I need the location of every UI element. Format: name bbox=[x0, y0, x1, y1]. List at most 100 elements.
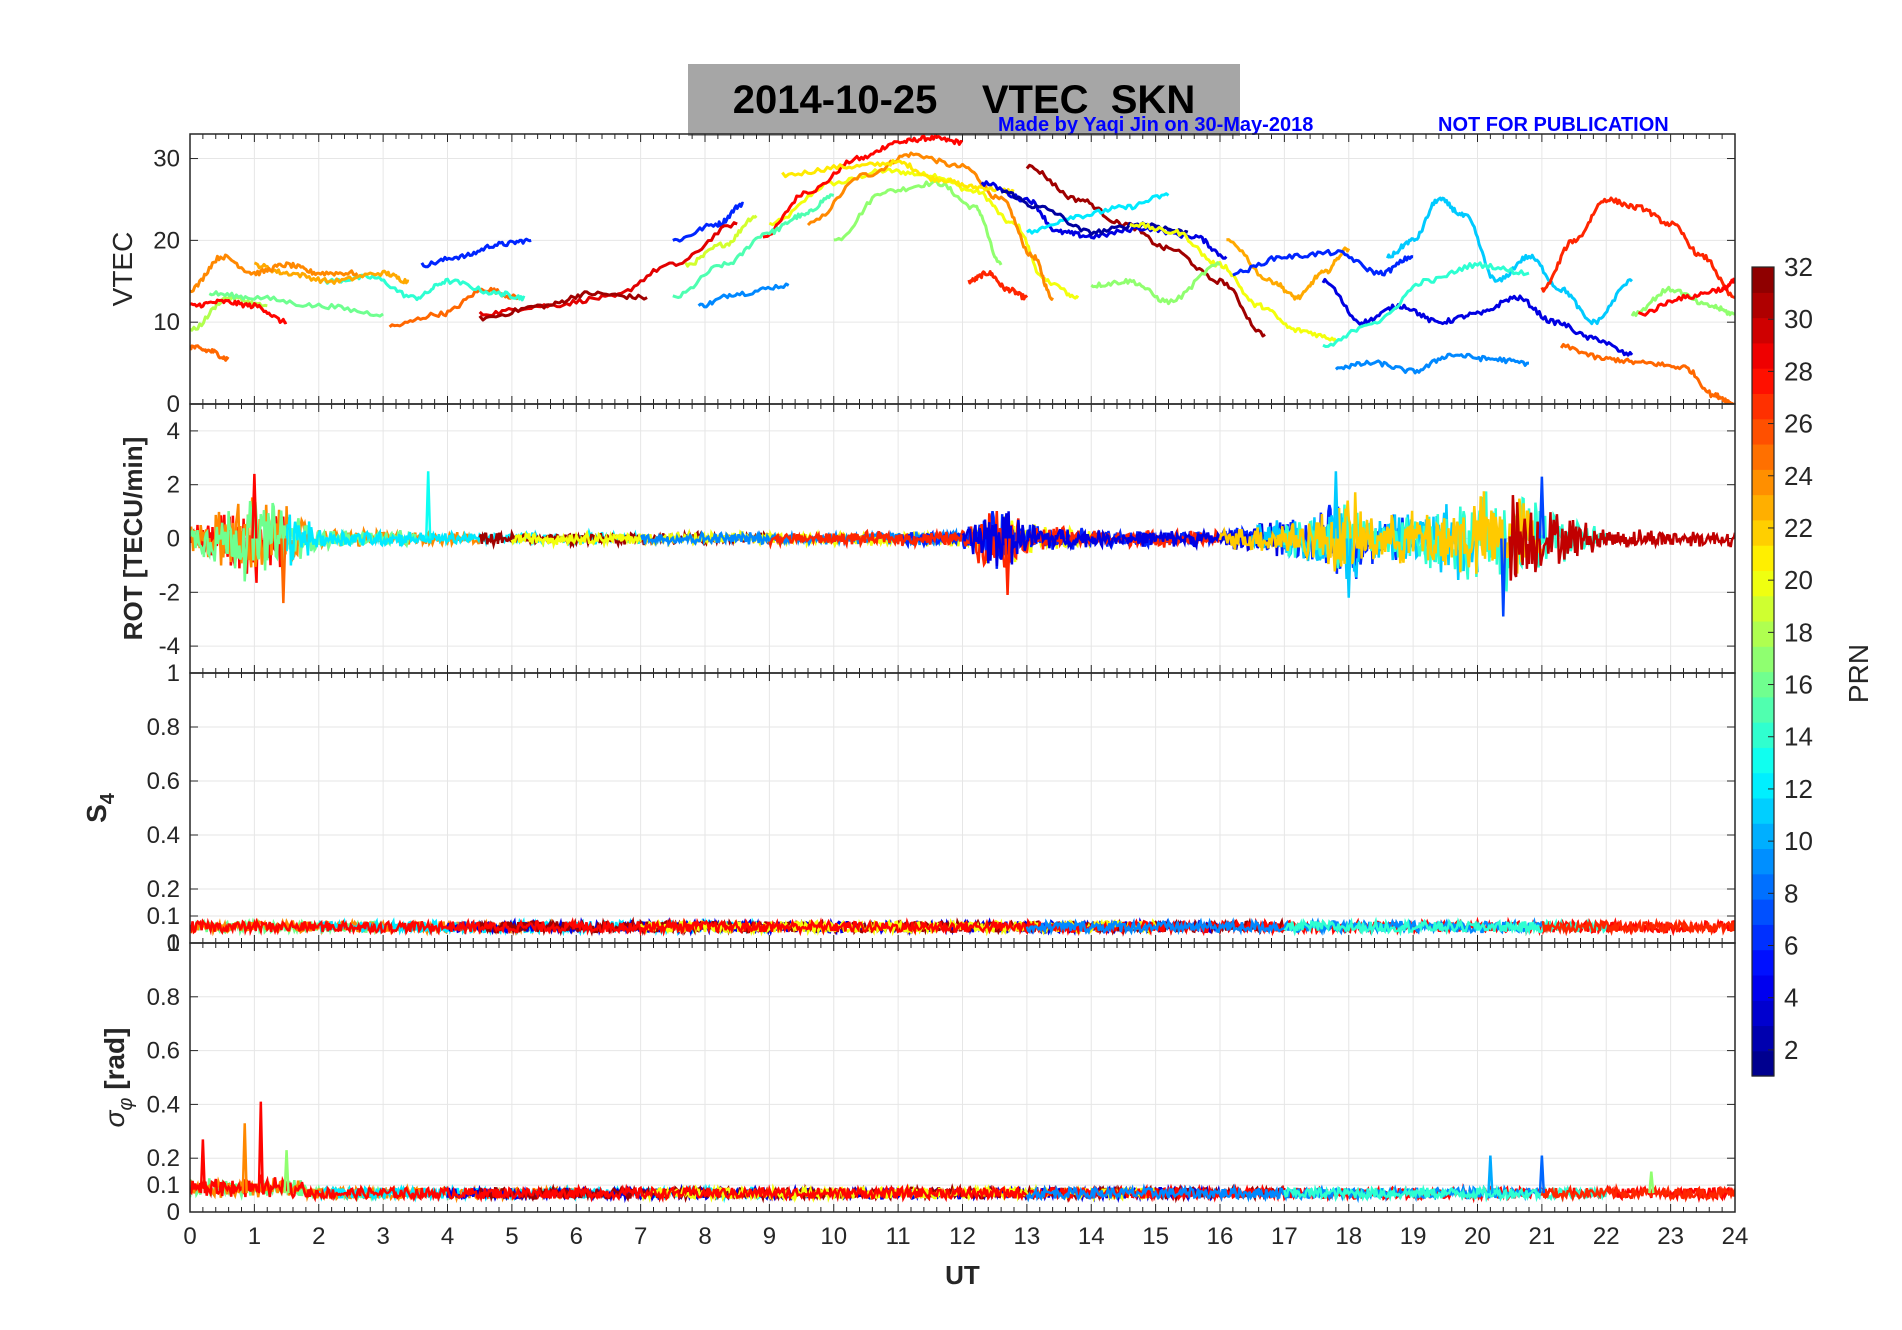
colorbar-tick-label: 4 bbox=[1784, 983, 1798, 1013]
vtec-series-prn-31 bbox=[1025, 163, 1266, 338]
y-tick-label: 20 bbox=[153, 227, 180, 254]
vtec-series-prn-6 bbox=[672, 201, 744, 243]
y-axis-label: VTEC bbox=[107, 232, 138, 307]
sigma-phi-series-prn-27 bbox=[1540, 1183, 1735, 1203]
colorbar-tick-label: 26 bbox=[1784, 409, 1813, 439]
publication-notice: NOT FOR PUBLICATION bbox=[1438, 114, 1669, 136]
rot-series-prn-30 bbox=[1508, 495, 1735, 581]
x-tick-label: 17 bbox=[1271, 1223, 1298, 1250]
colorbar-segment bbox=[1752, 418, 1774, 445]
colorbar-segment bbox=[1752, 747, 1774, 774]
rot-spike-prn-7 bbox=[1500, 538, 1507, 617]
panel-s4: 00.10.2 0.4 0.6 0.8 1 S4 bbox=[81, 660, 1736, 957]
x-tick-label: 20 bbox=[1464, 1223, 1491, 1250]
rot-spike-prn-27 bbox=[1004, 538, 1011, 596]
y-tick-label: 0 bbox=[167, 930, 180, 957]
axes-box bbox=[189, 942, 1736, 1213]
panel-rot: -4 -2 0 2 4 ROT [TECU/min] bbox=[118, 403, 1736, 674]
x-tick-label: 19 bbox=[1400, 1223, 1427, 1250]
y-tick-label: 10 bbox=[153, 309, 180, 336]
colorbar-tick-label: 32 bbox=[1784, 252, 1813, 282]
colorbar-tick-label: 18 bbox=[1784, 617, 1813, 647]
colorbar-segment bbox=[1752, 368, 1774, 395]
vtec-series-prn-25 bbox=[190, 344, 230, 362]
x-tick-label: 13 bbox=[1014, 1223, 1041, 1250]
x-tick-label: 18 bbox=[1335, 1223, 1362, 1250]
rot-spike-prn-7 bbox=[1538, 476, 1546, 539]
colorbar-frame bbox=[1751, 266, 1775, 1077]
x-tick-label: 12 bbox=[949, 1223, 976, 1250]
y-tick-label: 30 bbox=[153, 146, 180, 173]
sigma-phi-spike-prn-28 bbox=[199, 1139, 207, 1194]
y-tick-label: 0.1 bbox=[147, 1172, 180, 1199]
colorbar-segment bbox=[1752, 722, 1774, 748]
colorbar-segment bbox=[1752, 873, 1774, 900]
x-tick-label: 4 bbox=[441, 1223, 454, 1250]
vtec-series-prn-11 bbox=[1386, 196, 1634, 326]
vtec-series-prn-9 bbox=[1334, 352, 1529, 375]
colorbar-tick-label: 14 bbox=[1784, 722, 1813, 752]
s4-series-prn-27 bbox=[1541, 917, 1735, 937]
vtec-series-prn-25 bbox=[1559, 343, 1735, 404]
rot-spike-prn-11 bbox=[1332, 471, 1340, 539]
y-tick-label: 0.2 bbox=[147, 1145, 180, 1172]
vtec-series-prn-28 bbox=[190, 298, 288, 325]
vtec-series-prn-14 bbox=[1322, 261, 1530, 348]
vtec-series-prn-4 bbox=[1321, 277, 1634, 357]
colorbar-segment bbox=[1752, 519, 1774, 546]
y-tick-label: 2 bbox=[167, 472, 180, 499]
y-tick-label: 1 bbox=[167, 660, 180, 687]
vtec-series-prn-4 bbox=[980, 180, 1228, 260]
y-tick-label: 0 bbox=[167, 526, 180, 553]
colorbar-segment bbox=[1752, 443, 1774, 470]
panel-vtec: 0 10 20 30 VTEC bbox=[107, 133, 1736, 418]
vtec-series-prn-24 bbox=[190, 253, 359, 294]
colorbar-tick-label: 28 bbox=[1784, 356, 1813, 386]
vtec-series-prn-19 bbox=[684, 214, 758, 268]
colorbar-segment bbox=[1752, 1025, 1774, 1052]
s4-traces bbox=[190, 916, 1735, 937]
rot-spike-prn-11 bbox=[1345, 538, 1352, 598]
x-tick-label: 6 bbox=[570, 1223, 583, 1250]
rot-traces bbox=[190, 471, 1735, 617]
author-credit: Made by Yaqi Jin on 30-May-2018 bbox=[998, 114, 1314, 136]
colorbar-tick-label: 2 bbox=[1784, 1035, 1798, 1065]
vtec-series-prn-16 bbox=[208, 290, 384, 318]
x-tick-label: 11 bbox=[886, 1223, 911, 1250]
title-date: 2014-10-25 bbox=[732, 77, 938, 122]
colorbar-segment bbox=[1752, 899, 1774, 925]
y-tick-label: 0 bbox=[167, 1199, 180, 1226]
x-tick-label: 9 bbox=[763, 1223, 776, 1250]
vtec-series-prn-12 bbox=[1025, 192, 1170, 235]
y-tick-label: 0.8 bbox=[147, 714, 180, 741]
vtec-series-prn-27 bbox=[1540, 196, 1735, 300]
colorbar-segment bbox=[1752, 292, 1774, 319]
x-tick-label: 15 bbox=[1142, 1223, 1169, 1250]
x-tick-label: 21 bbox=[1529, 1223, 1556, 1250]
rot-series-prn-22 bbox=[1218, 491, 1544, 580]
colorbar-segment bbox=[1752, 772, 1774, 799]
colorbar-segment bbox=[1752, 1000, 1774, 1027]
sigma-phi-spike-prn-24 bbox=[241, 1123, 248, 1194]
title-text: VTEC SKN bbox=[981, 77, 1196, 122]
vtec-series-prn-31 bbox=[478, 290, 648, 322]
y-axis-label: σφ [rad] bbox=[99, 1028, 137, 1128]
colorbar-segment bbox=[1752, 570, 1774, 597]
y-tick-label: -2 bbox=[159, 579, 180, 606]
sigma-phi-spike-prn-17 bbox=[283, 1150, 290, 1194]
rot-spike-prn-25 bbox=[280, 538, 287, 604]
colorbar-tick-label: 22 bbox=[1784, 513, 1813, 543]
vtec-series-prn-28 bbox=[1637, 277, 1735, 317]
y-tick-label: 1 bbox=[167, 930, 180, 957]
colorbar-segment bbox=[1752, 494, 1774, 521]
s4-series-prn-28 bbox=[190, 916, 1735, 937]
vtec-series-prn-29 bbox=[478, 221, 738, 317]
x-tick-label: 2 bbox=[312, 1223, 325, 1250]
x-tick-label: 10 bbox=[820, 1223, 847, 1250]
x-tick-label: 8 bbox=[698, 1223, 711, 1250]
x-tick-label: 5 bbox=[505, 1223, 518, 1250]
x-axis-label: UT bbox=[945, 1260, 980, 1290]
y-tick-label: 4 bbox=[167, 418, 180, 445]
vtec-series-prn-17 bbox=[833, 179, 1003, 266]
